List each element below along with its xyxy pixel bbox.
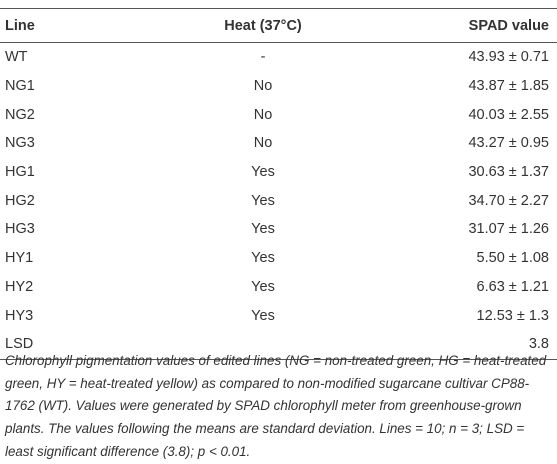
table-cell: 31.07 ± 1.26 (468, 221, 549, 238)
header-cell: Heat (37°C) (163, 8, 366, 43)
table-row: NG1 No 43.87 ± 1.85 (0, 72, 557, 101)
table-cell (163, 329, 366, 360)
table-cell: 43.27 ± 0.95 (468, 135, 549, 152)
table-row: NG3 No 43.27 ± 0.95 (0, 129, 557, 158)
table-cell: NG3 (5, 135, 35, 152)
table-cell: HG2 (5, 192, 35, 209)
table-cell: No (253, 78, 273, 95)
table-cell: LSD (0, 329, 163, 360)
table-row: HG2 Yes 34.70 ± 2.27 (0, 186, 557, 215)
table-cell: Yes (251, 221, 275, 238)
table-caption: Chlorophyll pigmentation values of edite… (5, 353, 547, 459)
table-cell: 6.63 ± 1.21 (476, 278, 549, 295)
table-body: WT - 43.93 ± 0.71 NG1 No 43.87 ± 1.85 NG2 No 40.… (0, 43, 557, 360)
table-cell: 3.8 (366, 329, 557, 360)
table-row: WT - 43.93 ± 0.71 (0, 43, 557, 72)
table-row: HG3 Yes 31.07 ± 1.26 (0, 215, 557, 244)
table-row: HY1 Yes 5.50 ± 1.08 (0, 244, 557, 273)
table-row: LSD 3.8 (0, 329, 557, 360)
table-cell: HY2 (5, 278, 34, 295)
table-cell: Yes (251, 307, 275, 324)
table-cell: HY3 (5, 307, 34, 324)
table-cell: 30.63 ± 1.37 (468, 164, 549, 181)
table-cell: NG2 (5, 106, 35, 123)
table-cell: 12.53 ± 1.3 (476, 307, 549, 324)
table-row: HY2 Yes 6.63 ± 1.21 (0, 273, 557, 302)
table-row: NG2 No 40.03 ± 2.55 (0, 100, 557, 129)
table-cell: Yes (251, 278, 275, 295)
data-table: Line Heat (37°C) SPAD value WT - 43.93 ± 0.7… (0, 8, 557, 360)
table-row: HG1 Yes 30.63 ± 1.37 (0, 158, 557, 187)
table-cell: NG1 (5, 78, 35, 95)
header-cell: Line (0, 8, 163, 43)
table-cell: 43.93 ± 0.71 (468, 49, 549, 66)
table-cell: HG1 (5, 164, 35, 181)
header-row: Line Heat (37°C) SPAD value (0, 8, 557, 43)
table-cell: HG3 (5, 221, 35, 238)
table-cell: 34.70 ± 2.27 (468, 192, 549, 209)
table-cell: Yes (251, 192, 275, 209)
header-cell: SPAD value (366, 8, 557, 43)
table-cell: No (253, 135, 273, 152)
table-row: HY3 Yes 12.53 ± 1.3 (0, 301, 557, 330)
table-cell: 43.87 ± 1.85 (468, 78, 549, 95)
table-cell: WT (5, 49, 28, 66)
table-cell: HY1 (5, 250, 34, 267)
table-cell: 40.03 ± 2.55 (468, 106, 549, 123)
table-cell: - (260, 49, 266, 66)
table-cell: Yes (251, 250, 275, 267)
table-cell: Yes (251, 164, 275, 181)
table-cell: No (253, 106, 273, 123)
table-cell: 5.50 ± 1.08 (476, 250, 549, 267)
